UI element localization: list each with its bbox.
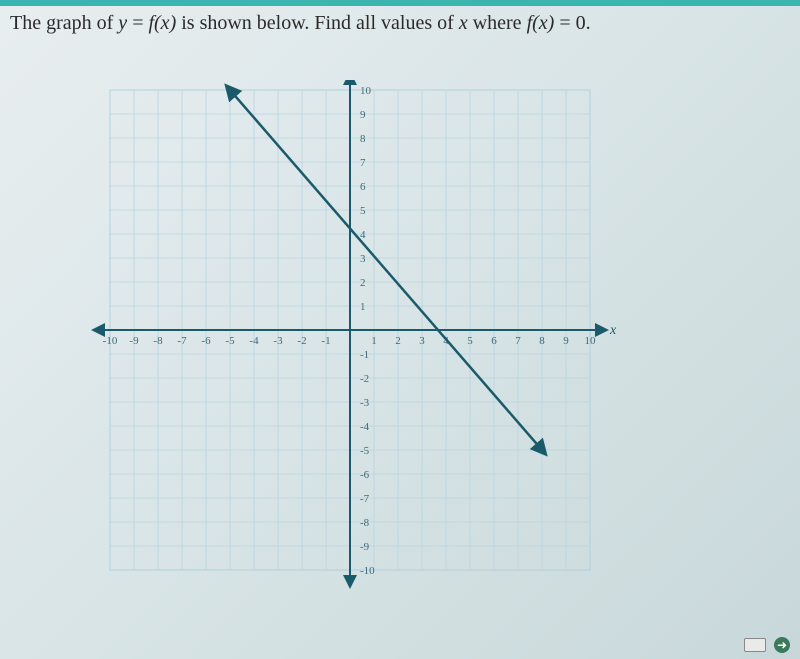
coordinate-graph: xy-10-9-8-7-6-5-4-3-2-112345678910123456…	[60, 80, 620, 600]
q-eq2-lhs: f(x)	[527, 12, 555, 34]
q-eq1-lhs: y	[118, 12, 127, 34]
svg-text:6: 6	[491, 335, 497, 347]
svg-text:10: 10	[585, 335, 597, 347]
svg-text:-1: -1	[321, 335, 330, 347]
svg-text:-9: -9	[129, 335, 139, 347]
svg-text:-6: -6	[201, 335, 211, 347]
svg-text:3: 3	[360, 253, 366, 265]
svg-text:-8: -8	[153, 335, 163, 347]
svg-text:8: 8	[360, 133, 366, 145]
q-eq1-eq: =	[127, 12, 148, 34]
svg-text:-7: -7	[177, 335, 187, 347]
svg-text:x: x	[609, 323, 617, 338]
q-eq1-rhs: f(x)	[148, 12, 176, 34]
window-top-bar	[0, 0, 800, 6]
footer-icons: ➜	[744, 637, 790, 653]
svg-text:7: 7	[360, 157, 366, 169]
svg-text:3: 3	[419, 335, 425, 347]
svg-text:-4: -4	[249, 335, 259, 347]
q-prefix: The graph of	[10, 12, 118, 34]
svg-text:10: 10	[360, 85, 372, 97]
svg-text:-4: -4	[360, 421, 370, 433]
q-eq2-rhs: 0	[576, 12, 586, 34]
svg-text:-9: -9	[360, 541, 370, 553]
svg-text:-6: -6	[360, 469, 370, 481]
svg-text:6: 6	[360, 181, 366, 193]
question-text: The graph of y = f(x) is shown below. Fi…	[0, 0, 800, 43]
svg-text:2: 2	[360, 277, 366, 289]
svg-text:8: 8	[539, 335, 545, 347]
svg-text:-5: -5	[360, 445, 370, 457]
svg-text:-10: -10	[103, 335, 118, 347]
svg-text:-10: -10	[360, 565, 375, 577]
svg-text:9: 9	[360, 109, 366, 121]
svg-text:7: 7	[515, 335, 521, 347]
svg-text:5: 5	[467, 335, 473, 347]
svg-text:-2: -2	[360, 373, 369, 385]
next-arrow-icon[interactable]: ➜	[774, 637, 790, 653]
q-var: x	[459, 12, 468, 34]
keyboard-icon[interactable]	[744, 638, 766, 652]
svg-text:2: 2	[395, 335, 401, 347]
svg-text:-1: -1	[360, 349, 369, 361]
q-mid: is shown below. Find all values of	[176, 12, 459, 34]
q-mid2: where	[468, 12, 527, 34]
q-suffix: .	[586, 12, 591, 34]
q-eq2-eq: =	[554, 12, 575, 34]
svg-text:9: 9	[563, 335, 569, 347]
svg-text:5: 5	[360, 205, 366, 217]
svg-text:1: 1	[360, 301, 366, 313]
svg-text:-8: -8	[360, 517, 370, 529]
svg-text:-5: -5	[225, 335, 235, 347]
svg-text:-7: -7	[360, 493, 370, 505]
svg-text:1: 1	[371, 335, 377, 347]
graph-svg: xy-10-9-8-7-6-5-4-3-2-112345678910123456…	[60, 80, 620, 600]
svg-text:-2: -2	[297, 335, 306, 347]
svg-text:-3: -3	[360, 397, 370, 409]
svg-text:-3: -3	[273, 335, 283, 347]
